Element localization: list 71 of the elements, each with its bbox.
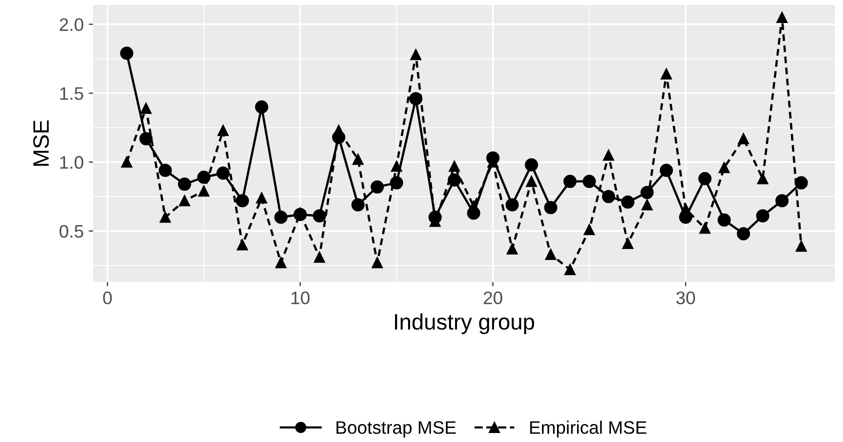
point (736, 227, 750, 240)
x-tick-label: 10 (292, 292, 310, 304)
point (622, 238, 634, 249)
point (256, 192, 268, 204)
point (738, 133, 750, 144)
point (409, 92, 422, 106)
point (699, 222, 710, 234)
point (680, 203, 692, 215)
y-tick-label: 1.5 (60, 87, 84, 100)
point (776, 12, 788, 23)
point (660, 68, 672, 80)
point (158, 164, 172, 177)
point (198, 185, 210, 197)
point (390, 160, 402, 172)
point (197, 170, 210, 184)
point (544, 200, 558, 214)
point (506, 198, 519, 212)
point (236, 194, 249, 208)
point (796, 240, 807, 252)
point (757, 173, 768, 184)
point (794, 176, 808, 190)
point (621, 195, 634, 209)
point (660, 164, 673, 177)
point (139, 132, 153, 146)
point (524, 158, 538, 172)
point (312, 209, 326, 222)
point (718, 213, 731, 227)
point (370, 180, 384, 194)
point (582, 174, 596, 188)
legend-label: Bootstrap MSE (336, 421, 456, 438)
point (756, 209, 770, 222)
x-tick-label: 20 (484, 292, 502, 304)
x-tick-label: 0 (103, 292, 112, 304)
point (120, 46, 134, 60)
x-axis-title: Industry group (395, 313, 534, 334)
y-tick-label: 2.0 (60, 18, 84, 32)
legend-label: Empirical MSE (530, 420, 646, 438)
point (372, 257, 383, 268)
point (698, 172, 712, 186)
point (121, 156, 132, 168)
x-tick-label: 30 (676, 292, 695, 304)
point (718, 162, 730, 174)
y-axis-title: MSE (33, 120, 49, 166)
point (352, 154, 364, 165)
point (584, 224, 595, 236)
point (545, 248, 556, 260)
point (448, 160, 460, 172)
point (178, 178, 192, 191)
point (563, 174, 577, 188)
point (564, 264, 576, 276)
point (602, 150, 614, 161)
point (216, 166, 230, 180)
point (218, 124, 229, 136)
point (294, 208, 306, 219)
point (314, 252, 326, 263)
point (274, 210, 288, 224)
point (642, 199, 653, 210)
point (140, 102, 152, 114)
point (255, 100, 268, 114)
point (410, 49, 422, 60)
point (160, 212, 171, 223)
y-tick-label: 1.0 (60, 156, 84, 169)
point (602, 190, 616, 204)
y-tick-label: 0.5 (60, 224, 84, 238)
point (178, 195, 190, 206)
point (775, 194, 789, 208)
point (351, 198, 365, 212)
point (506, 243, 518, 254)
point (275, 257, 286, 268)
point (526, 176, 538, 187)
point (236, 239, 248, 250)
